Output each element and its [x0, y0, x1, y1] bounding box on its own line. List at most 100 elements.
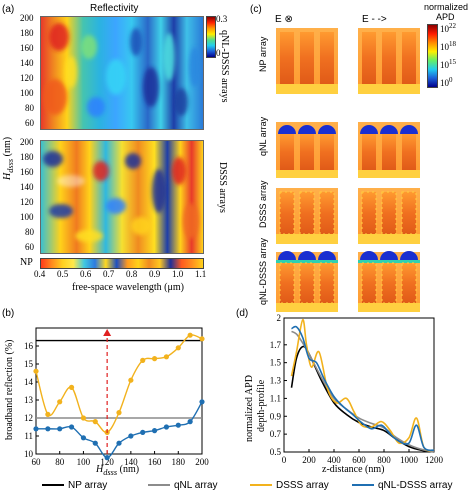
- y-tick-label: 10: [24, 449, 34, 459]
- data-point-qnl-dsss-array: [68, 424, 75, 430]
- heatmap-qnl-dsss: [40, 16, 204, 130]
- x-tick-label: 140: [124, 457, 138, 467]
- panel-a-ylabel-unit: (nm): [2, 136, 13, 159]
- series-line-qnl-dsss-array: [291, 325, 435, 452]
- apd-qnl-perp: [276, 122, 338, 178]
- panel-a-title: Reflectivity: [90, 3, 139, 14]
- apd-cbar-tick-18: 1018: [440, 40, 456, 52]
- y-tick-label: 0.5: [270, 447, 282, 457]
- row-label-dsss: DSSS arrays: [217, 162, 228, 213]
- x-tick-label: 180: [172, 457, 186, 467]
- row-label-np-array: NP array: [258, 36, 268, 72]
- y-tick-label: 16: [24, 341, 34, 351]
- data-point-qnl-dsss-array: [104, 455, 110, 461]
- legend-label-qnl-dsss: qNL-DSSS array: [378, 480, 453, 491]
- y-tick-label: 1.3: [270, 376, 282, 386]
- apd-maps: [276, 28, 420, 312]
- data-point-dsss-array: [116, 410, 122, 416]
- xtick-a-1.1: 1.1: [195, 269, 207, 279]
- panel-b-xlabel-sub: dsss: [103, 468, 118, 477]
- ytick-top-200: 200: [20, 13, 34, 23]
- data-point-qnl-dsss-array: [45, 426, 51, 432]
- panel-d-xlabel: z-distance (nm): [322, 464, 385, 475]
- data-point-dsss-array: [163, 354, 170, 360]
- panel-c-label: (c): [250, 4, 262, 15]
- x-tick-label: 1200: [425, 455, 444, 465]
- panel-a-ylabel-sub: dsss: [6, 158, 15, 173]
- data-point-qnl-dsss-array: [151, 428, 158, 434]
- panel-d-ylabel-1: normalized APD: [244, 375, 255, 442]
- legend-swatch-np: [42, 484, 64, 487]
- chart-apd-depth-profile: 0 200 400 600 800 1000 1200 0.5 0.7 0.9 1.1 1.3 1.5 1…: [270, 313, 444, 465]
- panel-a-colorbar-max: 0.3: [216, 14, 228, 24]
- panel-a-ylabel-main: H: [2, 172, 13, 180]
- legend-item-np: NP array: [42, 480, 107, 494]
- data-point-dsss-array: [68, 384, 75, 390]
- apd-cbar-exp-0: 0: [449, 76, 453, 84]
- data-point-dsss-array: [151, 356, 158, 362]
- ytick-bottom-140: 140: [20, 182, 34, 192]
- data-point-dsss-array: [80, 415, 87, 421]
- x-tick-label: 80: [55, 457, 65, 467]
- ytick-bottom-100: 100: [20, 212, 34, 222]
- data-point-qnl-dsss-array: [187, 419, 193, 425]
- apd-dsss-par: [358, 188, 420, 244]
- legend-swatch-dsss: [250, 484, 272, 487]
- apd-qnl-par: [358, 122, 420, 178]
- xtick-a-0.7: 0.7: [103, 269, 115, 279]
- legend-label-np: NP array: [68, 480, 108, 491]
- legend-swatch-qnl: [148, 484, 170, 487]
- panel-b-xlabel-main: H: [96, 464, 104, 475]
- np-reflectivity-strip: [40, 258, 204, 269]
- data-point-dsss-array: [140, 357, 146, 363]
- data-point-qnl-dsss-array: [92, 440, 98, 446]
- apd-qnl-dsss-perp: [276, 251, 338, 312]
- data-point-qnl-dsss-array: [80, 435, 87, 441]
- legend: NP array qNL array DSSS array qNL-DSSS a…: [0, 478, 474, 496]
- data-point-qnl-dsss-array: [57, 426, 63, 432]
- e-field-parallel: E - ->: [362, 14, 387, 25]
- xtick-a-0.5: 0.5: [57, 269, 69, 279]
- ytick-top-60: 60: [25, 118, 34, 128]
- legend-item-qnl-dsss: qNL-DSSS array: [352, 480, 452, 494]
- y-tick-label: 13: [24, 395, 34, 405]
- apd-cbar-base-18: 10: [440, 42, 449, 52]
- row-label-qnl-array: qNL array: [258, 116, 268, 156]
- ytick-top-180: 180: [20, 28, 34, 38]
- x-tick-label: 200: [195, 457, 209, 467]
- y-tick-label: 1.7: [270, 340, 282, 350]
- row-label-dsss-array: DSSS array: [258, 180, 268, 228]
- x-tick-label: 120: [100, 457, 114, 467]
- apd-cbar-exp-22: 22: [449, 22, 456, 30]
- data-point-qnl-dsss-array: [33, 426, 39, 432]
- ytick-top-160: 160: [20, 43, 34, 53]
- panel-a-label: (a): [2, 4, 15, 15]
- apd-cbar-tick-22: 1022: [440, 22, 456, 34]
- x-tick-label: 60: [32, 457, 42, 467]
- legend-label-dsss: DSSS array: [276, 480, 329, 491]
- x-tick-label: 160: [148, 457, 162, 467]
- ytick-top-100: 100: [20, 88, 34, 98]
- panel-d-label: (d): [236, 308, 249, 319]
- apd-cbar-exp-18: 18: [449, 40, 456, 48]
- chart-broadband-reflection: 60 80 100 120 140 160 180 200 10 11 12 13 14 15 16: [24, 327, 209, 467]
- marker-arrow-icon: [103, 329, 112, 336]
- data-point-qnl-dsss-array: [116, 440, 122, 446]
- y-tick-label: 1.5: [270, 358, 282, 368]
- data-point-dsss-array: [92, 419, 98, 425]
- apd-cbar-tick-15: 1015: [440, 58, 456, 70]
- ytick-bottom-120: 120: [20, 197, 34, 207]
- apd-cbar-base-22: 10: [440, 24, 449, 34]
- data-point-dsss-array: [45, 411, 51, 417]
- x-tick-label: 400: [327, 455, 341, 465]
- legend-item-qnl: qNL array: [148, 480, 218, 494]
- data-point-dsss-array: [57, 399, 63, 405]
- apd-np-perp: [276, 28, 338, 94]
- ytick-bottom-200: 200: [20, 137, 34, 147]
- data-point-dsss-array: [187, 332, 193, 338]
- x-tick-label: 1000: [400, 455, 419, 465]
- data-point-dsss-array: [33, 368, 39, 374]
- apd-cbar-title-2: APD: [436, 12, 455, 22]
- ytick-top-80: 80: [25, 103, 34, 113]
- series-line-np-array: [290, 345, 435, 453]
